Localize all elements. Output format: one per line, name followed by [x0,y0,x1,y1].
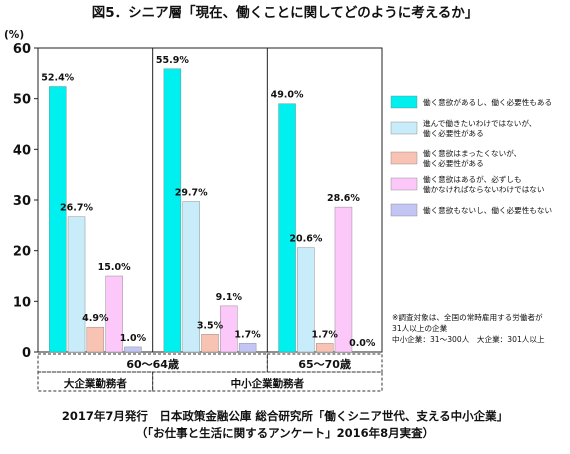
data-label-series4-group2: 9.1% [216,292,243,303]
legend-swatch-2 [390,121,418,135]
data-label-series5-group2: 1.7% [234,329,261,340]
legend: 働く意欲があるし、働く必要性もある進んで働きたいわけではないが、働く必要性がある… [390,95,552,217]
bar-series4-group2 [220,305,238,353]
legend-label-5: 働く意欲もないし、働く必要性もない [423,205,552,215]
chart-title: 図5．シニア層「現在、働くことに関してどのように考えるか」 [92,4,479,21]
y-tick-label: 10 [13,295,31,310]
data-label-series2-group1: 26.7% [60,203,93,214]
bar-series4-group3 [334,206,353,353]
survey-note-line: 中小企業：31～300人 大企業：301人以上 [392,334,545,344]
bar-series3-group3 [315,343,334,353]
bar-series3-group2 [201,334,219,353]
category-label-employer: 中小企業勤務者 [231,377,305,390]
y-axis-unit: (%) [4,29,24,41]
employer-group-box [37,371,154,392]
data-label-series1-group1: 52.4% [41,73,74,84]
legend-label-3: 働く意欲はまったくないが、働く必要性がある [423,148,521,168]
bar-series5-group2 [238,343,257,353]
data-label-series3-group2: 3.5% [197,320,224,331]
legend-swatch-4 [390,177,418,191]
bars-layer [49,68,353,353]
category-label-employer: 大企業勤務者 [64,377,127,390]
category-label-age: 60～64歳 [126,357,179,371]
survey-note: ※調査対象は、全国の常時雇用する労働者が31人以上の企業中小企業：31～300人… [392,312,545,344]
data-label-series1-group3: 49.0% [271,90,304,101]
y-tick-label: 0 [22,346,31,361]
legend-label-2: 進んで働きたいわけではないが、働く必要性がある [423,118,536,138]
bar-series3-group1 [86,326,105,353]
bar-series1-group1 [49,86,67,353]
age-group-box [266,353,383,373]
legend-swatch-3 [390,151,418,165]
legend-label-4: 働く意欲はあるが、必ずしも働かなければならないわけではない [423,174,545,194]
data-label-series3-group1: 4.9% [82,313,109,324]
bar-series1-group2 [163,68,182,353]
category-label-age: 65～70歳 [298,357,351,371]
data-labels-layer: 52.4% 55.9% 49.0% 26.7% 29.7% 20.6% 4.9% 3.5% 1.… [41,55,376,349]
data-label-series5-group3: 0.0% [349,338,376,349]
data-label-series1-group2: 55.9% [156,55,189,66]
employer-group-box [152,371,383,392]
legend-label-1: 働く意欲があるし、働く必要性もある [423,97,552,107]
source-line-1: 2017年7月発行 日本政策金融公庫 総合研究所「働くシニア世代、支える中小企業… [62,409,508,423]
source-line-2: （「お仕事と生活に関するアンケート」2016年8月実査） [136,426,434,440]
legend-swatch-5 [390,203,418,217]
legend-swatch-1 [390,95,418,109]
bar-series5-group1 [124,346,142,353]
y-tick-label: 20 [13,245,31,260]
bar-series1-group3 [278,103,296,353]
survey-note-line: 31人以上の企業 [392,323,448,333]
y-tick-label: 50 [13,93,31,108]
data-label-series3-group3: 1.7% [311,329,338,340]
y-tick-label: 60 [13,42,31,57]
y-tick-label: 30 [13,194,31,209]
data-label-series4-group3: 28.6% [327,193,360,204]
data-label-series4-group1: 15.0% [98,262,131,273]
bar-series2-group3 [297,247,315,353]
bar-series2-group2 [182,201,200,353]
bar-series4-group1 [105,275,123,353]
data-label-series5-group1: 1.0% [120,333,147,344]
survey-note-line: ※調査対象は、全国の常時雇用する労働者が [392,312,543,322]
bar-series2-group1 [67,216,86,353]
data-label-series2-group3: 20.6% [289,234,322,245]
y-tick-label: 40 [13,143,31,158]
source-citation: 2017年7月発行 日本政策金融公庫 総合研究所「働くシニア世代、支える中小企業… [62,409,508,440]
data-label-series2-group2: 29.7% [175,188,208,199]
